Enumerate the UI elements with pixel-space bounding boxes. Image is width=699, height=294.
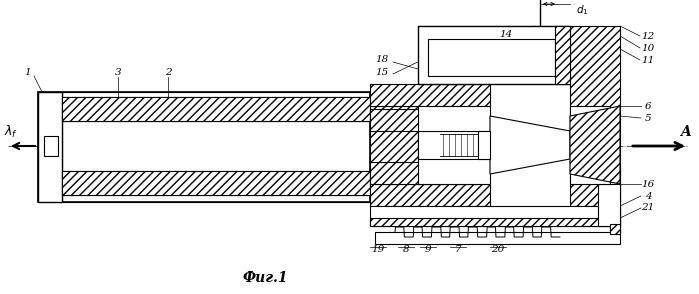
- Bar: [38, 92, 370, 202]
- Text: 2: 2: [165, 68, 171, 76]
- Bar: [418, 106, 490, 184]
- Bar: [375, 232, 620, 244]
- Bar: [370, 206, 620, 226]
- Bar: [555, 26, 570, 84]
- Polygon shape: [570, 106, 620, 184]
- Text: 20: 20: [491, 245, 505, 255]
- Bar: [38, 92, 62, 202]
- Text: 3: 3: [115, 68, 122, 76]
- Text: 6: 6: [644, 101, 651, 111]
- Bar: [370, 84, 490, 106]
- Bar: [570, 106, 610, 131]
- Text: 16: 16: [642, 180, 655, 188]
- Bar: [478, 131, 490, 159]
- Text: 8: 8: [403, 245, 410, 255]
- Text: 12: 12: [642, 31, 655, 41]
- Text: 10: 10: [642, 44, 655, 53]
- Text: 4: 4: [644, 191, 651, 201]
- Bar: [610, 166, 620, 234]
- Bar: [44, 136, 58, 156]
- Text: 7: 7: [454, 245, 461, 255]
- Polygon shape: [490, 116, 570, 174]
- Bar: [418, 131, 490, 159]
- Text: 1: 1: [24, 68, 31, 76]
- Bar: [370, 109, 478, 131]
- Text: 15: 15: [375, 68, 389, 76]
- Text: 21: 21: [642, 203, 655, 213]
- Bar: [428, 39, 555, 76]
- Text: 18: 18: [375, 54, 389, 64]
- Bar: [418, 26, 570, 84]
- Bar: [370, 184, 490, 206]
- Bar: [598, 184, 620, 226]
- Text: A: A: [679, 125, 691, 139]
- Bar: [570, 26, 620, 206]
- Text: 9: 9: [425, 245, 431, 255]
- Bar: [570, 159, 610, 184]
- Text: Фиг.1: Фиг.1: [243, 271, 288, 285]
- Bar: [610, 224, 620, 234]
- Bar: [370, 218, 620, 226]
- Bar: [370, 162, 478, 184]
- Text: 5: 5: [644, 113, 651, 123]
- Text: 14: 14: [499, 29, 512, 39]
- Bar: [370, 106, 418, 184]
- Text: $d_1$: $d_1$: [576, 3, 589, 17]
- Text: 19: 19: [371, 245, 384, 255]
- Text: 11: 11: [642, 56, 655, 64]
- Text: $\lambda_f$: $\lambda_f$: [4, 124, 18, 140]
- Bar: [62, 97, 370, 121]
- Bar: [62, 171, 370, 195]
